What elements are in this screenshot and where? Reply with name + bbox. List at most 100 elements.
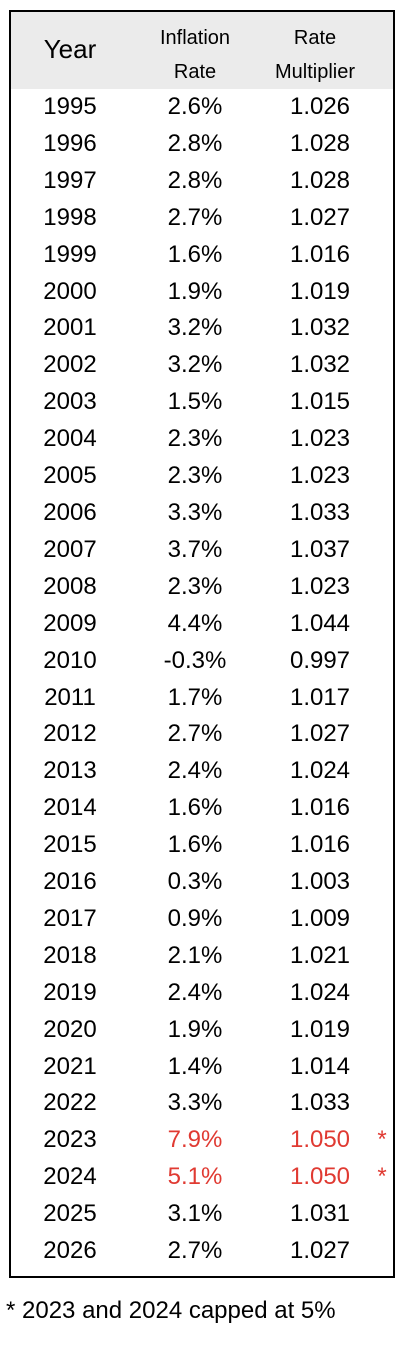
rate-multiplier-cell: 1.015 [289,388,351,416]
table-row: 2006 3.3% 1.033 [11,495,393,532]
table-row: 2011 1.7% 1.017 [11,680,393,717]
table-row: 2010 -0.3% 0.997 [11,643,393,680]
table-row: 1998 2.7% 1.027 [11,200,393,237]
rate-multiplier-cell: 1.050 [289,1126,351,1154]
year-cell: 2010 [43,646,97,674]
rate-multiplier-cell: 1.044 [289,609,351,637]
rate-multiplier-cell: 1.016 [289,831,351,859]
rate-multiplier-cell: 1.027 [289,1237,351,1265]
inflation-rate-cell: -0.3% [163,646,227,674]
year-cell: 2025 [43,1200,97,1228]
header-multiplier-line2: Multiplier [274,61,356,83]
rate-multiplier-cell: 1.023 [289,425,351,453]
table-row: 2025 3.1% 1.031 [11,1196,393,1233]
inflation-rate-cell: 1.6% [167,831,223,859]
inflation-rate-cell: 2.8% [167,166,223,194]
rate-multiplier-cell: 1.017 [289,683,351,711]
table-row: 2026 2.7% 1.027 [11,1233,393,1270]
inflation-rate-cell: 3.3% [167,498,223,526]
table-row: 1995 2.6% 1.026 [11,89,393,126]
cap-asterisk: * [377,1163,387,1191]
rate-multiplier-cell: 1.014 [289,1052,351,1080]
inflation-rate-cell: 2.3% [167,462,223,490]
table-row: 1996 2.8% 1.028 [11,126,393,163]
year-cell: 2005 [43,462,97,490]
table-row: 2016 0.3% 1.003 [11,864,393,901]
year-cell: 2009 [43,609,97,637]
inflation-rate-cell: 2.7% [167,720,223,748]
inflation-rate-cell: 2.8% [167,129,223,157]
inflation-rate-cell: 2.4% [167,978,223,1006]
inflation-rate-cell: 7.9% [167,1126,223,1154]
rate-multiplier-cell: 1.024 [289,757,351,785]
rate-multiplier-cell: 1.050 [289,1163,351,1191]
rate-multiplier-cell: 1.033 [289,1089,351,1117]
table-row: 2005 2.3% 1.023 [11,458,393,495]
table-row: 2024 5.1% 1.050 * [11,1159,393,1196]
rate-multiplier-cell: 1.032 [289,314,351,342]
year-cell: 2007 [43,535,97,563]
table-row: 2014 1.6% 1.016 [11,790,393,827]
inflation-rate-cell: 4.4% [167,609,223,637]
year-cell: 1995 [43,93,97,120]
inflation-rate-cell: 2.7% [167,1237,223,1265]
year-cell: 2014 [43,794,97,822]
inflation-rate-cell: 2.4% [167,757,223,785]
table-row: 2007 3.7% 1.037 [11,532,393,569]
inflation-rate-cell: 0.3% [167,868,223,896]
rate-multiplier-cell: 1.033 [289,498,351,526]
table-row: 2002 3.2% 1.032 [11,347,393,384]
table-row: 1999 1.6% 1.016 [11,237,393,274]
year-cell: 2024 [43,1163,97,1191]
year-cell: 2015 [43,831,97,859]
year-cell: 1999 [43,240,97,268]
rate-multiplier-cell: 1.028 [289,166,351,194]
year-cell: 2008 [43,572,97,600]
rate-multiplier-cell: 1.003 [289,868,351,896]
table-row: 2017 0.9% 1.009 [11,901,393,938]
table-row: 2003 1.5% 1.015 [11,384,393,421]
year-cell: 2020 [43,1015,97,1043]
rate-multiplier-cell: 1.027 [289,203,351,231]
rate-multiplier-cell: 1.023 [289,462,351,490]
inflation-rate-cell: 1.9% [167,1015,223,1043]
table-row: 2023 7.9% 1.050 * [11,1122,393,1159]
rate-multiplier-cell: 1.023 [289,572,351,600]
year-cell: 2016 [43,868,97,896]
year-cell: 2001 [43,314,97,342]
table-row: 2020 1.9% 1.019 [11,1012,393,1049]
rate-multiplier-cell: 1.016 [289,240,351,268]
inflation-rate-cell: 2.7% [167,203,223,231]
inflation-rate-cell: 2.3% [167,425,223,453]
inflation-rate-cell: 5.1% [167,1163,223,1191]
rate-multiplier-cell: 1.037 [289,535,351,563]
year-cell: 2019 [43,978,97,1006]
rate-multiplier-cell: 1.019 [289,1015,351,1043]
rate-multiplier-cell: 1.027 [289,720,351,748]
rate-multiplier-cell: 1.016 [289,794,351,822]
header-inflation-line1: Inflation [159,27,231,49]
year-cell: 2023 [43,1126,97,1154]
inflation-rate-cell: 1.6% [167,794,223,822]
table-row: 2001 3.2% 1.032 [11,310,393,347]
year-cell: 2013 [43,757,97,785]
table-row: 2015 1.6% 1.016 [11,827,393,864]
inflation-rate-cell: 3.2% [167,351,223,379]
rate-multiplier-cell: 1.021 [289,941,351,969]
inflation-rate-cell: 1.7% [167,683,223,711]
inflation-rate-cell: 1.5% [167,388,223,416]
year-cell: 2026 [43,1237,97,1265]
table-body: 1995 2.6% 1.026 1996 2.8% 1.028 1997 2.8% 1.028 1… [11,89,393,1270]
rate-multiplier-cell: 1.019 [289,277,351,305]
year-cell: 2021 [43,1052,97,1080]
inflation-rate-cell: 3.2% [167,314,223,342]
table-row: 2000 1.9% 1.019 [11,274,393,311]
table-header: Year Inflation Rate Rate Multiplier [11,12,393,89]
year-cell: 1996 [43,129,97,157]
year-cell: 2006 [43,498,97,526]
year-cell: 2022 [43,1089,97,1117]
table-row: 2012 2.7% 1.027 [11,716,393,753]
year-cell: 2017 [43,904,97,932]
year-cell: 2012 [43,720,97,748]
table-row: 2018 2.1% 1.021 [11,938,393,975]
